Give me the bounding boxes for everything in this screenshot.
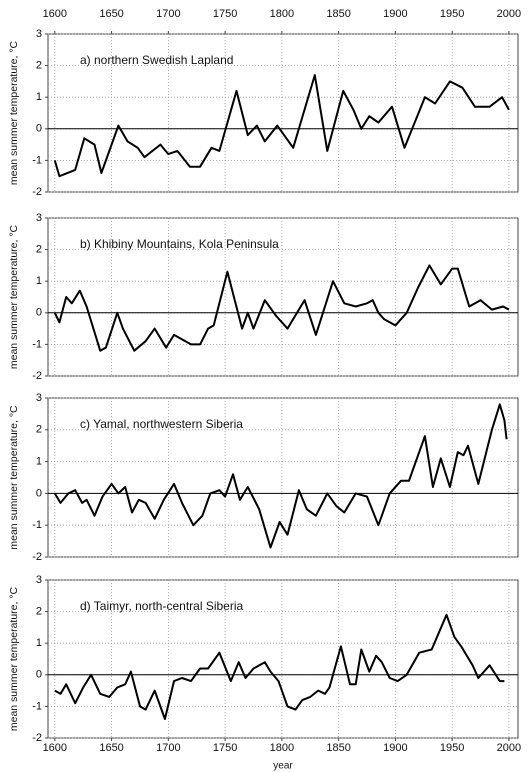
y-tick-label: 2: [36, 244, 42, 256]
y-tick-label: 3: [36, 574, 42, 586]
y-tick-label: 1: [36, 637, 42, 649]
y-tick-label: 3: [36, 392, 42, 404]
y-tick-label: 0: [36, 307, 42, 319]
y-tick-label: 3: [36, 28, 42, 40]
y-tick-label: -1: [32, 154, 42, 166]
panel-title: a) northern Swedish Lapland: [80, 53, 233, 67]
x-tick-label: 1650: [99, 742, 123, 754]
y-axis-label: mean summer temperature, °C: [8, 405, 20, 550]
y-tick-label: 0: [36, 487, 42, 499]
panel-title: b) Khibiny Mountains, Kola Peninsula: [80, 237, 279, 251]
y-tick-label: 0: [36, 669, 42, 681]
x-tick-label: 1900: [383, 742, 407, 754]
y-tick-label: -2: [32, 186, 42, 198]
x-tick-label: 1650: [99, 8, 123, 20]
x-tick-label: 1600: [43, 742, 67, 754]
temperature-curve: [53, 74, 510, 178]
x-tick-label: 1750: [213, 8, 237, 20]
y-tick-label: 3: [36, 212, 42, 224]
y-tick-label: -1: [32, 700, 42, 712]
x-tick-label: 1700: [156, 8, 180, 20]
y-tick-label: -2: [32, 551, 42, 563]
x-tick-label: 1750: [213, 742, 237, 754]
x-tick-label: 1950: [440, 742, 464, 754]
panel-title: d) Taimyr, north-central Siberia: [80, 599, 244, 613]
y-tick-label: -2: [32, 732, 42, 744]
x-tick-label: 1800: [270, 8, 294, 20]
temperature-curve: [53, 403, 508, 549]
y-axis-label: mean summer temperature, °C: [8, 586, 20, 731]
panel-title: c) Yamal, northwestern Siberia: [80, 417, 243, 431]
y-tick-label: 1: [36, 275, 42, 287]
x-tick-label: 2000: [497, 742, 521, 754]
temperature-curve: [53, 264, 510, 352]
y-axis-label: mean summer temperature, °C: [8, 224, 20, 369]
y-tick-label: 1: [36, 456, 42, 468]
x-tick-label: 1700: [156, 742, 180, 754]
x-tick-label: 1600: [43, 8, 67, 20]
x-tick-label: 1950: [440, 8, 464, 20]
x-tick-label: 2000: [497, 8, 521, 20]
y-tick-label: -2: [32, 370, 42, 382]
x-axis-label: year: [273, 761, 293, 772]
y-tick-label: 2: [36, 606, 42, 618]
y-tick-label: -1: [32, 519, 42, 531]
y-tick-label: 1: [36, 91, 42, 103]
x-tick-label: 1850: [326, 742, 350, 754]
y-tick-label: 0: [36, 123, 42, 135]
x-tick-label: 1850: [326, 8, 350, 20]
y-tick-label: 2: [36, 60, 42, 72]
y-tick-label: 2: [36, 424, 42, 436]
y-tick-label: -1: [32, 338, 42, 350]
temperature-curve: [54, 613, 505, 720]
x-tick-label: 1800: [270, 742, 294, 754]
x-tick-label: 1900: [383, 8, 407, 20]
y-axis-label: mean summer temperature, °C: [8, 40, 20, 185]
